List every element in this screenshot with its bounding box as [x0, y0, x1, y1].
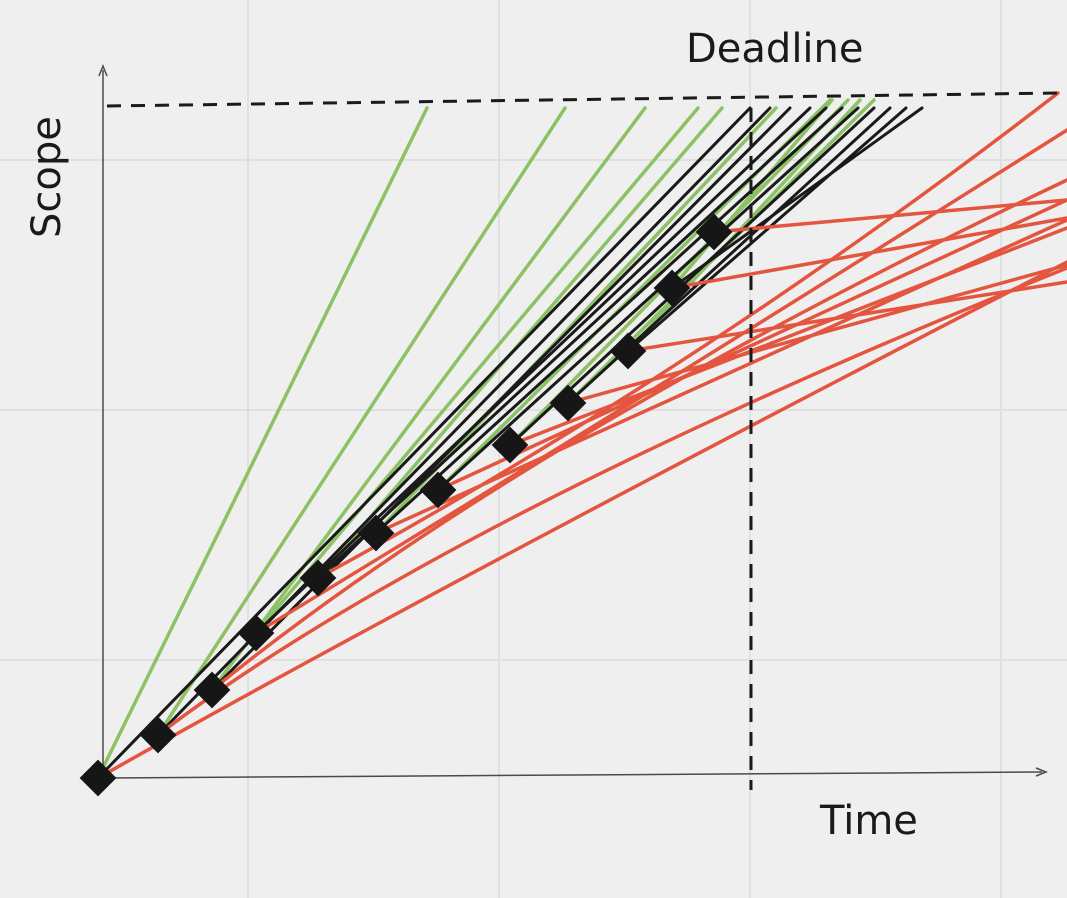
nominal-line: [436, 106, 860, 492]
nominal-line: [254, 106, 812, 635]
late-curve: [96, 260, 1067, 780]
late-curve: [210, 178, 1067, 692]
on-track-line: [254, 106, 700, 635]
late-curve: [316, 91, 1060, 580]
on-track-line: [156, 106, 567, 737]
progress-marker: [419, 471, 457, 509]
progress-marker: [653, 269, 691, 307]
nominal-line: [374, 106, 844, 535]
progress-marker: [139, 716, 177, 754]
progress-markers: [79, 213, 733, 797]
axes: [98, 63, 1049, 779]
progress-marker: [695, 213, 733, 251]
late-line: [508, 226, 1067, 447]
deadline-guides: [106, 91, 1059, 790]
nominal-line: [670, 106, 924, 290]
progress-marker: [237, 614, 275, 652]
late-curve: [156, 266, 1067, 737]
deadline-label: Deadline: [686, 26, 864, 72]
progress-marker: [193, 671, 231, 709]
scope-target-dashed-line: [106, 91, 1059, 108]
on-track-line: [210, 106, 647, 692]
progress-marker: [609, 332, 647, 370]
y-axis-label: Scope: [24, 116, 70, 238]
y-axis-arrow-icon: [98, 63, 108, 77]
on-track-line: [96, 106, 429, 780]
progress-marker: [549, 384, 587, 422]
nominal-line: [626, 106, 908, 353]
progress-marker: [79, 759, 117, 797]
late-line: [626, 280, 1067, 353]
late-line: [436, 198, 1067, 492]
x-axis-arrow-icon: [1035, 767, 1049, 777]
progress-marker: [357, 514, 395, 552]
late-forecast-lines: [96, 91, 1067, 780]
late-line: [712, 198, 1067, 234]
x-axis-label: Time: [819, 798, 918, 844]
progress-marker: [299, 559, 337, 597]
late-line: [566, 263, 1067, 405]
late-line: [670, 216, 1067, 290]
nominal-line: [316, 106, 828, 580]
nominal-line: [96, 106, 752, 780]
x-axis: [102, 771, 1043, 779]
progress-marker: [491, 426, 529, 464]
